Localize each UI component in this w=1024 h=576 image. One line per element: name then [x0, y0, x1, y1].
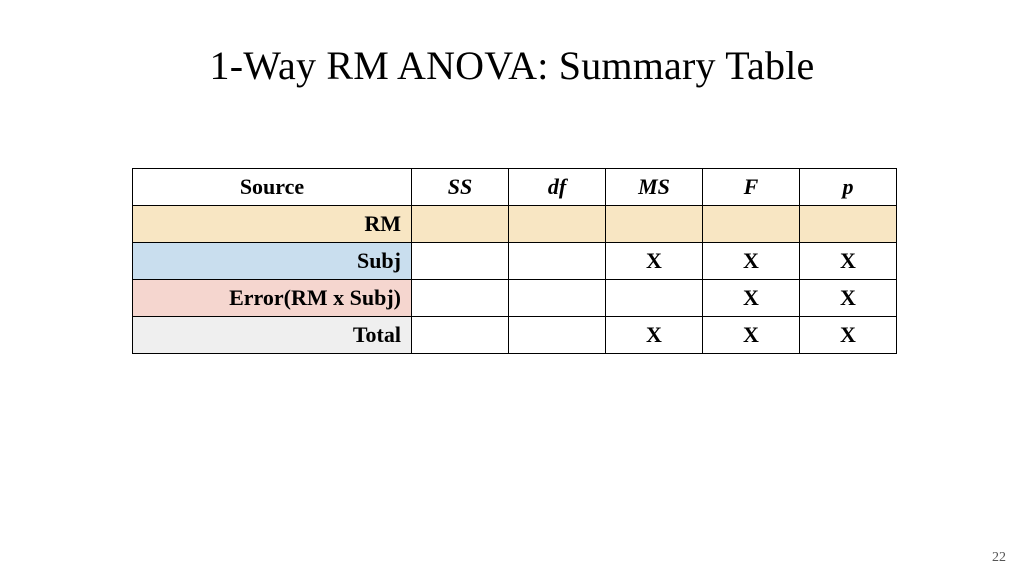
slide: 1-Way RM ANOVA: Summary Table Source SS … — [0, 0, 1024, 576]
cell — [509, 243, 606, 280]
row-label-rm: RM — [133, 206, 412, 243]
cell: X — [703, 317, 800, 354]
anova-table-container: Source SS df MS F p RM Su — [132, 168, 892, 354]
col-header-p: p — [800, 169, 897, 206]
cell — [509, 280, 606, 317]
cell — [509, 317, 606, 354]
cell: X — [800, 243, 897, 280]
cell — [412, 317, 509, 354]
col-header-f: F — [703, 169, 800, 206]
col-header-df: df — [509, 169, 606, 206]
cell — [412, 280, 509, 317]
slide-title: 1-Way RM ANOVA: Summary Table — [0, 42, 1024, 89]
row-label-error: Error(RM x Subj) — [133, 280, 412, 317]
anova-table: Source SS df MS F p RM Su — [132, 168, 897, 354]
table-row: RM — [133, 206, 897, 243]
cell: X — [703, 243, 800, 280]
page-number: 22 — [992, 550, 1006, 566]
cell — [800, 206, 897, 243]
cell: X — [800, 317, 897, 354]
cell: X — [800, 280, 897, 317]
col-header-source: Source — [133, 169, 412, 206]
cell: X — [606, 243, 703, 280]
cell — [606, 206, 703, 243]
table-header-row: Source SS df MS F p — [133, 169, 897, 206]
cell — [412, 243, 509, 280]
cell — [703, 206, 800, 243]
cell — [509, 206, 606, 243]
table-row: Total X X X — [133, 317, 897, 354]
col-header-ms: MS — [606, 169, 703, 206]
col-header-ss: SS — [412, 169, 509, 206]
row-label-total: Total — [133, 317, 412, 354]
cell — [606, 280, 703, 317]
table-row: Error(RM x Subj) X X — [133, 280, 897, 317]
table-row: Subj X X X — [133, 243, 897, 280]
cell: X — [703, 280, 800, 317]
cell — [412, 206, 509, 243]
cell: X — [606, 317, 703, 354]
row-label-subj: Subj — [133, 243, 412, 280]
